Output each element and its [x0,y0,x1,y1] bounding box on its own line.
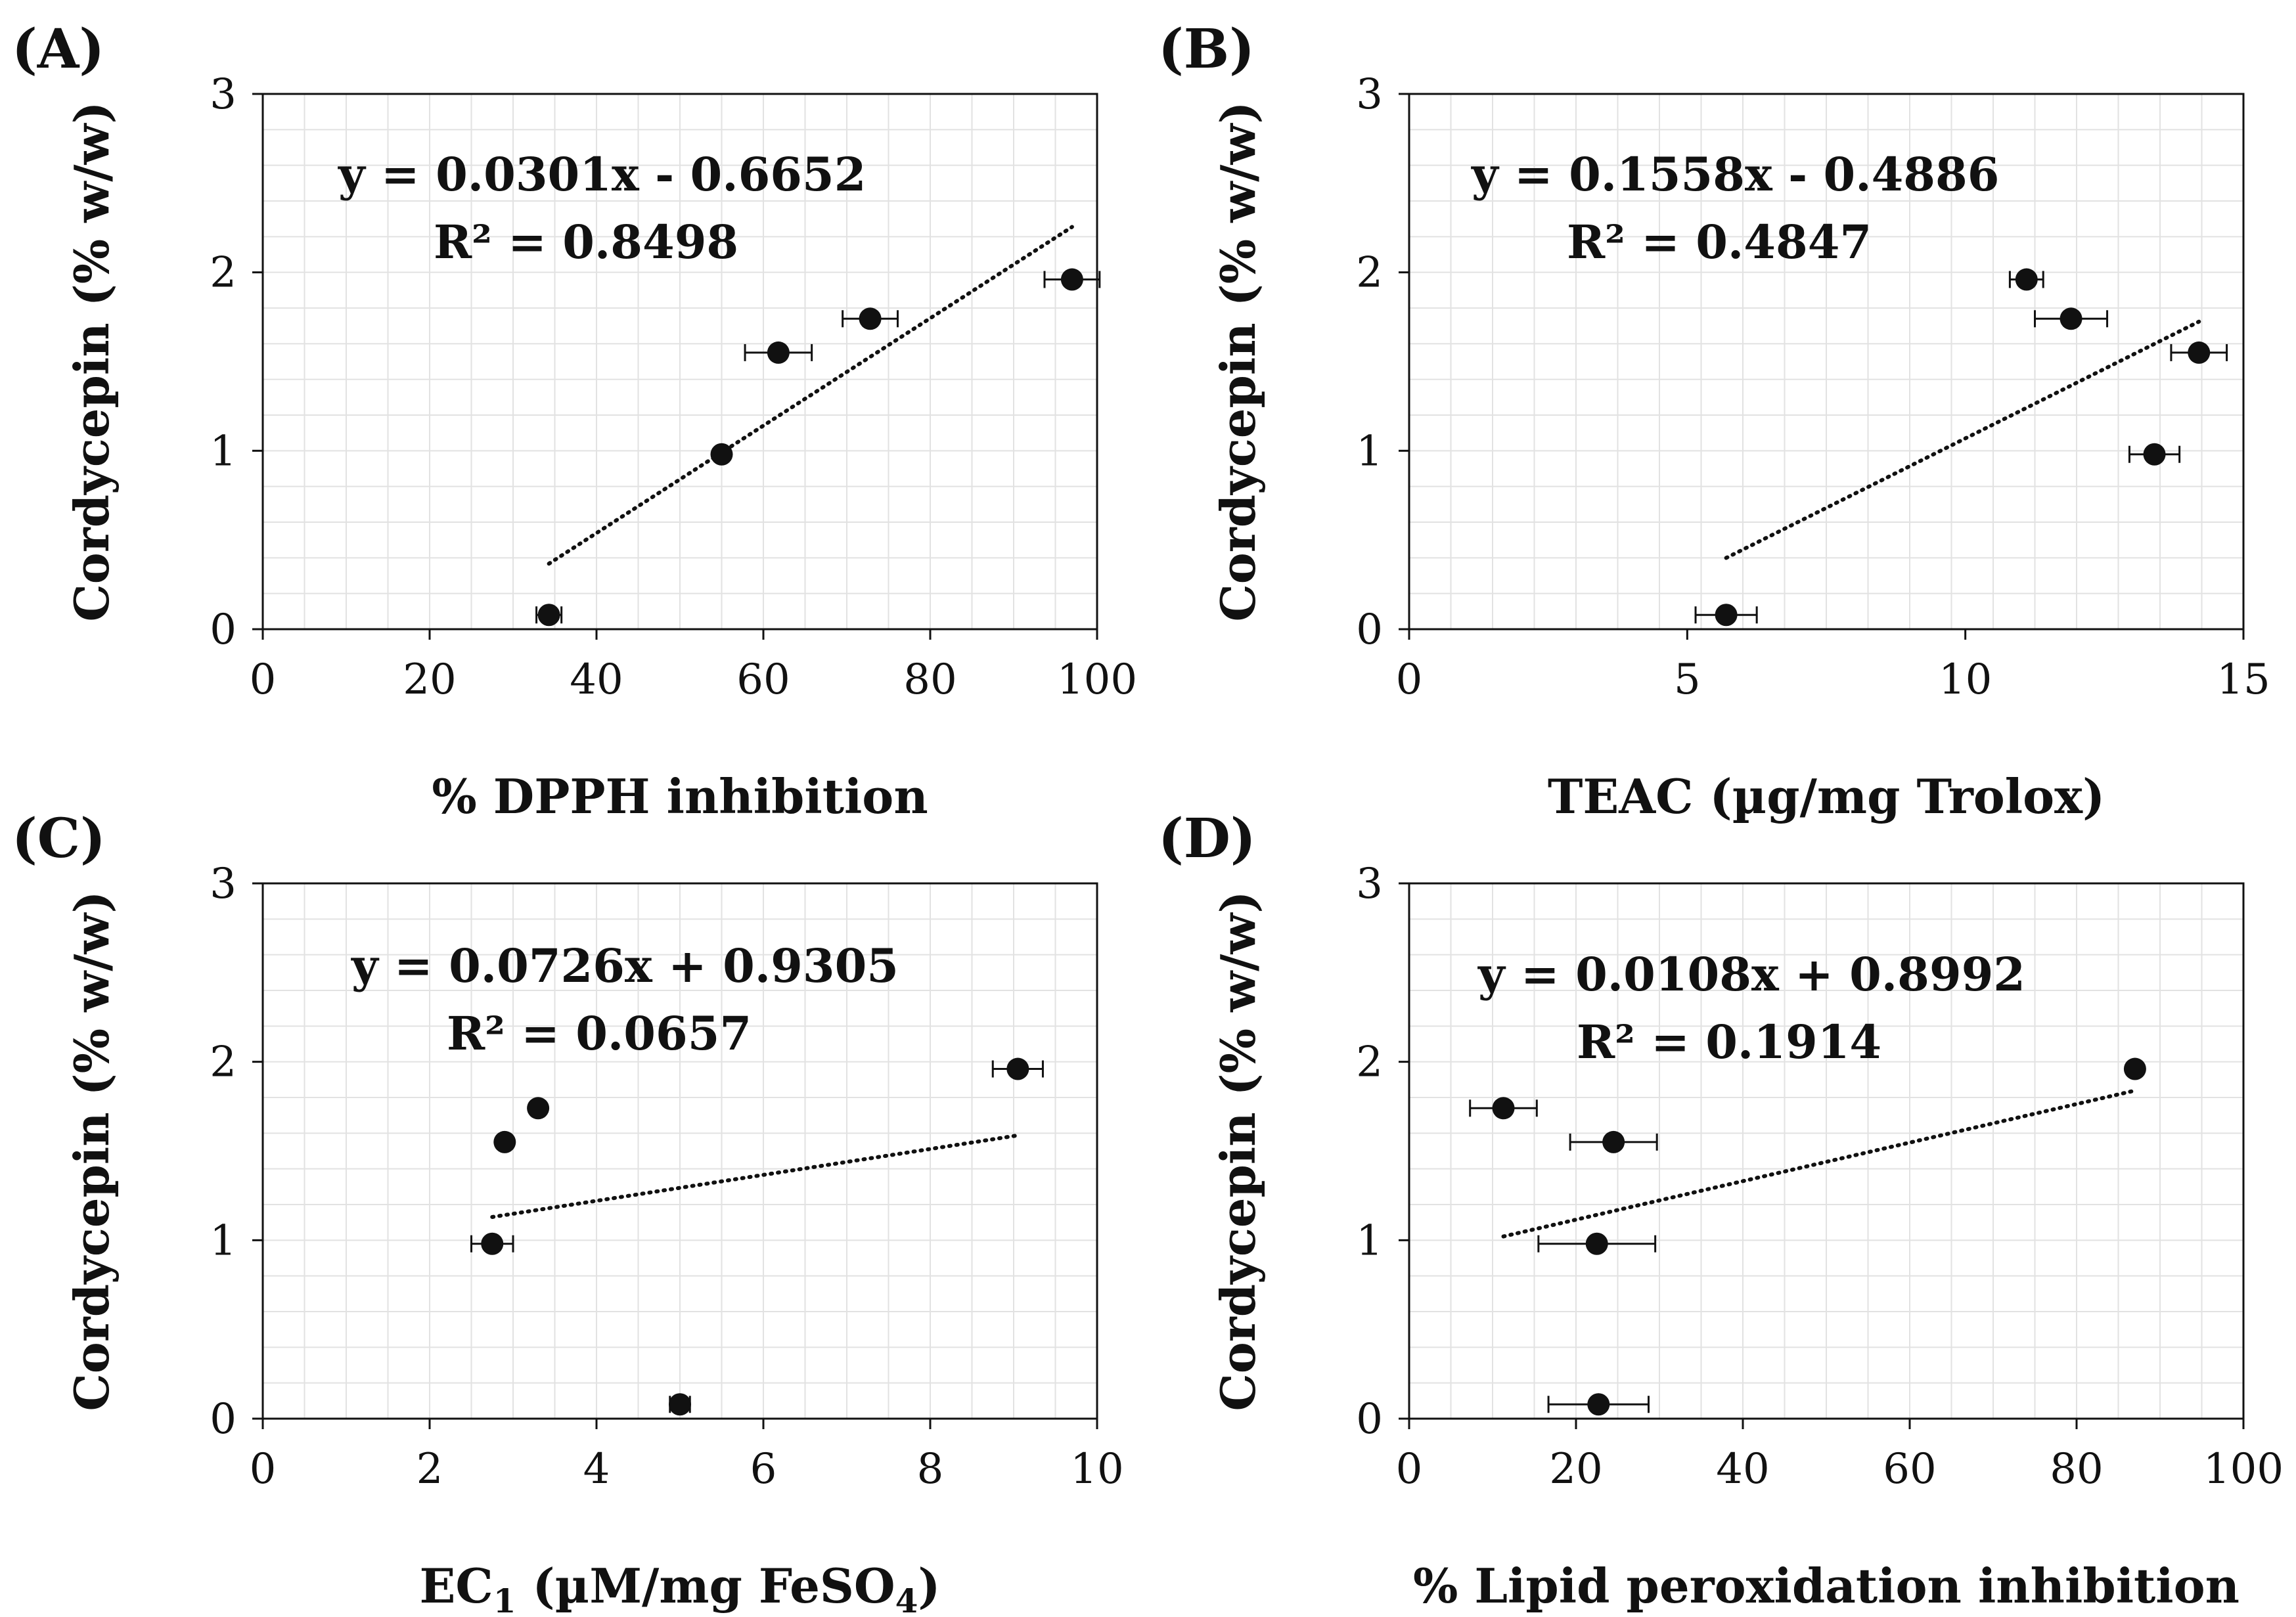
x-tick-label: 60 [736,655,790,704]
x-tick-label: 10 [1070,1445,1123,1494]
trendline [547,225,1074,566]
plot-frame [261,882,1098,1420]
x-tick-label: 5 [1674,655,1701,704]
y-tick-label: 0 [210,1395,236,1444]
r-squared-label: R² = 0.8498 [434,215,738,269]
data-point [767,341,790,364]
data-point [493,1130,516,1153]
y-tick-label: 3 [1356,70,1383,119]
x-axis-title: EC1 (µM/mg FeSO4) [420,1558,941,1617]
x-tick-label: 40 [570,655,623,704]
plot-frame [1408,882,2245,1420]
data-point [1492,1097,1515,1120]
y-tick-label: 3 [1356,860,1383,908]
x-tick-label: 10 [1939,655,1992,704]
x-tick-label: 8 [917,1445,944,1494]
x-tick-label: 2 [416,1445,443,1494]
data-point [1006,1057,1029,1080]
x-tick-label: 60 [1883,1445,1936,1494]
data-point [1715,604,1738,627]
y-tick-label: 0 [1356,1395,1383,1444]
trendline-equation: y = 0.0301x - 0.6652 [338,147,866,202]
y-tick-label: 1 [210,1216,236,1265]
x-tick-label: 40 [1716,1445,1769,1494]
panel-label: (C) [12,807,106,870]
y-tick-label: 2 [1356,1038,1383,1087]
data-point [669,1393,691,1416]
data-point [1060,268,1083,291]
x-tick-label: 15 [2217,655,2270,704]
data-point [537,604,560,627]
plot-frame [1408,93,2245,631]
x-tick-label: 100 [1057,655,1137,704]
y-tick-label: 0 [210,606,236,654]
panel-label: (B) [1158,18,1255,81]
x-axis-title-subscript: 1 [493,1582,516,1617]
data-point [2123,1057,2146,1080]
x-tick-label: 4 [583,1445,610,1494]
x-axis-title-subscript: 4 [895,1582,918,1617]
panel-label: (A) [12,18,104,81]
x-tick-label: 0 [1396,655,1423,704]
trendline [490,1133,1020,1219]
panel-label: (D) [1158,807,1256,870]
x-axis-title: % Lipid peroxidation inhibition [1413,1558,2240,1614]
x-axis-title-part: EC [420,1558,493,1614]
x-tick-label: 0 [1396,1445,1423,1494]
chart-panel-b: 0 5 10 15 0 1 2 3 TEAC (µg/mg Trolox) Cordycepin … [1158,18,2270,824]
y-axis-title: Cordycepin (% w/w) [64,101,120,621]
r-squared-label: R² = 0.0657 [447,1006,752,1061]
y-tick-label: 2 [210,249,236,298]
x-tick-label: 100 [2203,1445,2284,1494]
x-tick-label: 80 [2050,1445,2103,1494]
y-tick-label: 2 [210,1038,236,1087]
x-tick-label: 20 [403,655,456,704]
y-axis-title: Cordycepin (% w/w) [1210,101,1266,621]
trendline-equation: y = 0.1558x - 0.4886 [1471,147,1999,202]
x-axis-title: TEAC (µg/mg Trolox) [1548,768,2105,824]
data-point [2060,307,2082,330]
x-tick-label: 6 [750,1445,777,1494]
y-axis-title: Cordycepin (% w/w) [64,891,120,1411]
r-squared-label: R² = 0.4847 [1567,215,1872,269]
data-point [481,1232,504,1255]
data-point [1585,1232,1608,1255]
x-axis-title: % DPPH inhibition [432,768,928,824]
x-tick-label: 0 [250,1445,277,1494]
x-tick-label: 80 [903,655,957,704]
y-axis-title: Cordycepin (% w/w) [1210,891,1266,1411]
trendline-equation: y = 0.0108x + 0.8992 [1477,947,2025,1002]
y-tick-label: 1 [210,427,236,476]
x-axis-title-part: ) [918,1558,940,1614]
data-point [1587,1393,1610,1416]
trendline [1501,1088,2137,1239]
data-point [2015,268,2038,291]
chart-panel-d: 0 20 40 60 80 100 0 1 2 3 % Lipid peroxidation inh… [1158,807,2284,1614]
y-tick-label: 2 [1356,249,1383,298]
plot-frame [261,93,1098,631]
data-point [1602,1130,1625,1153]
y-tick-label: 0 [1356,606,1383,654]
r-squared-label: R² = 0.1914 [1577,1015,1881,1069]
x-tick-label: 20 [1549,1445,1602,1494]
data-point [2188,341,2211,364]
y-tick-label: 1 [1356,427,1383,476]
y-tick-label: 3 [210,70,236,119]
data-point [710,443,733,466]
data-point [2143,443,2166,466]
trendline [1724,319,2201,560]
y-tick-label: 1 [1356,1216,1383,1265]
chart-panel-a: 0 20 40 60 80 100 0 1 2 3 % DPPH inhibition Cordyce… [12,18,1137,824]
x-axis-title-part: (µM/mg FeSO [516,1558,895,1614]
y-tick-label: 3 [210,860,236,908]
data-point [859,307,882,330]
trendline-equation: y = 0.0726x + 0.9305 [351,939,899,993]
x-tick-label: 0 [250,655,277,704]
data-point [527,1097,550,1120]
